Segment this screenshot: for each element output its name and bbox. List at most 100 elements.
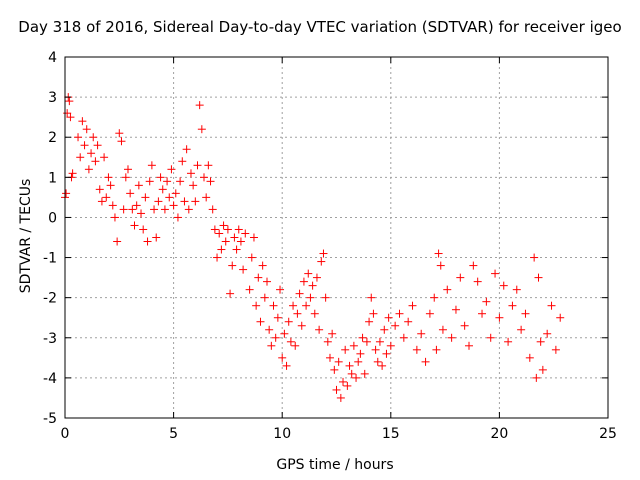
- data-point: [430, 293, 439, 302]
- data-point: [317, 257, 326, 266]
- data-point: [434, 249, 443, 258]
- data-point: [236, 237, 245, 246]
- data-point: [186, 169, 195, 178]
- data-point: [375, 337, 384, 346]
- data-point: [438, 325, 447, 334]
- data-point: [282, 361, 291, 370]
- data-point: [362, 337, 371, 346]
- data-point: [106, 181, 115, 190]
- data-point: [134, 181, 143, 190]
- data-point: [339, 377, 348, 386]
- data-point: [495, 313, 504, 322]
- data-point: [334, 357, 343, 366]
- data-point: [267, 341, 276, 350]
- data-point: [219, 221, 228, 230]
- data-point: [256, 317, 265, 326]
- data-point: [538, 365, 547, 374]
- data-point: [295, 289, 304, 298]
- data-point: [365, 317, 374, 326]
- chart-title: Day 318 of 2016, Sidereal Day-to-day VTE…: [18, 18, 622, 36]
- data-point: [352, 373, 361, 382]
- data-point: [421, 357, 430, 366]
- y-tick-label: 3: [48, 90, 57, 106]
- data-point: [221, 237, 230, 246]
- data-point: [391, 321, 400, 330]
- data-point: [473, 277, 482, 286]
- data-point: [258, 261, 267, 270]
- data-point: [110, 213, 119, 222]
- data-point: [126, 189, 135, 198]
- data-point: [145, 177, 154, 186]
- data-point: [358, 333, 367, 342]
- data-point: [271, 333, 280, 342]
- data-point: [343, 381, 352, 390]
- y-tick-label: -2: [43, 291, 57, 307]
- data-point: [525, 353, 534, 362]
- data-point: [436, 261, 445, 270]
- data-point: [302, 301, 311, 310]
- data-point: [321, 293, 330, 302]
- data-point: [241, 229, 250, 238]
- data-point: [78, 117, 87, 126]
- data-point: [141, 193, 150, 202]
- data-point: [93, 141, 102, 150]
- data-point: [206, 177, 215, 186]
- data-point: [291, 341, 300, 350]
- data-point: [176, 177, 185, 186]
- data-point: [412, 345, 421, 354]
- data-point: [482, 297, 491, 306]
- data-point: [178, 157, 187, 166]
- data-point: [543, 329, 552, 338]
- data-point: [299, 277, 308, 286]
- data-point: [332, 385, 341, 394]
- y-tick-label: 2: [48, 130, 57, 146]
- data-point: [486, 333, 495, 342]
- data-point: [304, 269, 313, 278]
- data-point: [336, 393, 345, 402]
- data-point: [80, 141, 89, 150]
- data-point: [200, 173, 209, 182]
- data-point: [197, 125, 206, 134]
- data-point: [356, 349, 365, 358]
- data-point: [345, 361, 354, 370]
- data-point: [447, 333, 456, 342]
- data-point: [108, 201, 117, 210]
- x-tick-label: 15: [382, 426, 400, 442]
- data-point: [215, 229, 224, 238]
- data-point: [193, 161, 202, 170]
- data-point: [191, 197, 200, 206]
- data-point: [551, 345, 560, 354]
- data-point: [169, 201, 178, 210]
- x-tick-label: 10: [273, 426, 291, 442]
- data-point: [517, 325, 526, 334]
- data-point: [234, 225, 243, 234]
- data-point: [273, 313, 282, 322]
- data-point: [319, 249, 328, 258]
- data-point: [123, 165, 132, 174]
- data-point: [408, 301, 417, 310]
- data-point: [87, 149, 96, 158]
- data-point: [280, 329, 289, 338]
- data-point: [297, 321, 306, 330]
- data-point: [310, 309, 319, 318]
- data-point: [232, 245, 241, 254]
- data-point: [202, 193, 211, 202]
- data-point: [223, 225, 232, 234]
- data-point: [226, 289, 235, 298]
- data-point: [443, 285, 452, 294]
- data-point: [213, 253, 222, 262]
- data-point: [150, 205, 159, 214]
- data-point: [104, 173, 113, 182]
- data-point: [100, 153, 109, 162]
- data-point: [160, 205, 169, 214]
- x-tick-label: 5: [169, 426, 178, 442]
- data-point: [360, 369, 369, 378]
- data-point: [163, 177, 172, 186]
- data-point: [286, 337, 295, 346]
- data-point: [210, 225, 219, 234]
- data-point: [245, 285, 254, 294]
- data-point: [347, 369, 356, 378]
- data-point: [425, 309, 434, 318]
- data-point: [147, 161, 156, 170]
- data-point: [171, 189, 180, 198]
